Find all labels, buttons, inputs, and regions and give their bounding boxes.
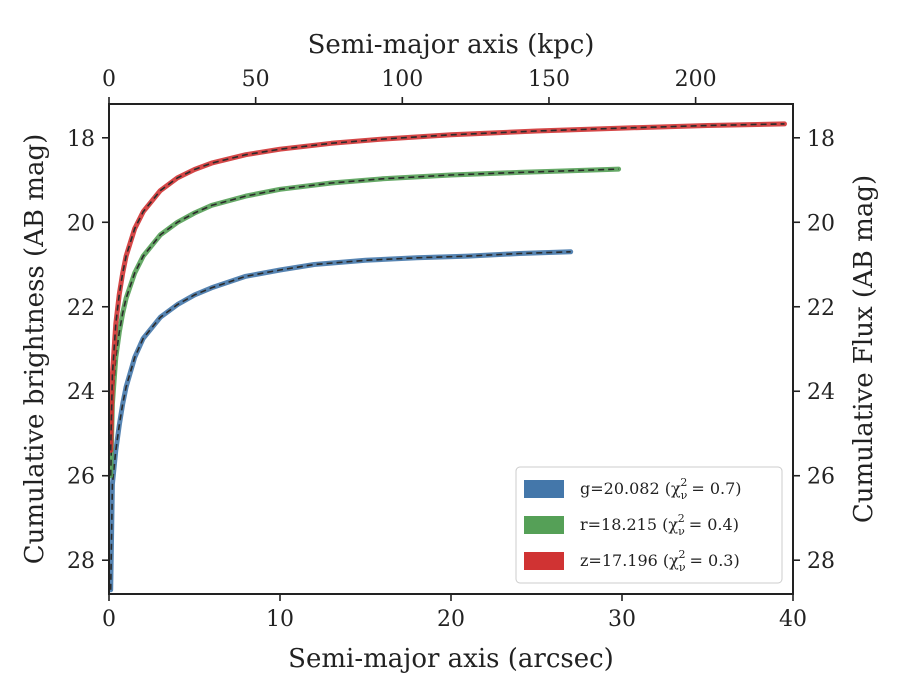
y-tick-label: 22 (67, 296, 95, 321)
legend-swatch-r (524, 516, 564, 534)
legend-box (515, 466, 783, 584)
tick-layer: 0 10 20 30 40 18 18 20 20 22 22 24 24 26 26 28 28 0 50 100 1… (67, 67, 835, 632)
x2-tick-label: 50 (242, 67, 270, 92)
legend: g=20.082 (χν2 = 0.7) r=18.215 (χν2 = 0.4) z=… (515, 466, 783, 584)
y2-axis-title: Cumulative Flux (AB mag) (849, 175, 879, 523)
y-tick-label: 24 (67, 380, 95, 405)
series-g-model-line (109, 251, 571, 590)
x2-tick-label: 200 (675, 67, 717, 92)
x2-tick-label: 150 (528, 67, 570, 92)
x2-tick-label: 0 (102, 67, 116, 92)
y2-tick-label: 20 (807, 211, 835, 236)
legend-label-r: r=18.215 (χν2 = 0.4) (580, 512, 739, 538)
y2-tick-label: 18 (807, 127, 835, 152)
x-tick-label: 10 (266, 607, 294, 632)
legend-label-g: g=20.082 (χν2 = 0.7) (580, 476, 742, 502)
y-axis-title: Cumulative brightness (AB mag) (20, 134, 50, 565)
series-z-model-line (109, 123, 785, 451)
x-tick-label: 0 (102, 607, 116, 632)
series-layer (108, 121, 787, 593)
y2-tick-label: 22 (807, 296, 835, 321)
legend-swatch-z (524, 552, 564, 570)
x2-tick-label: 100 (381, 67, 423, 92)
series-r-model-line (109, 168, 619, 476)
legend-swatch-g (524, 480, 564, 498)
x-tick-label: 20 (437, 607, 465, 632)
y-tick-label: 26 (67, 465, 95, 490)
y-tick-label: 28 (67, 549, 95, 574)
y2-tick-label: 24 (807, 380, 835, 405)
x2-axis-title: Semi-major axis (kpc) (308, 30, 595, 60)
x-tick-label: 40 (779, 607, 807, 632)
y2-tick-label: 26 (807, 465, 835, 490)
legend-label-z: z=17.196 (χν2 = 0.3) (580, 548, 740, 574)
x-tick-label: 30 (608, 607, 636, 632)
y2-tick-label: 28 (807, 549, 835, 574)
x-axis-title: Semi-major axis (arcsec) (288, 644, 614, 674)
y-tick-label: 18 (67, 127, 95, 152)
y-tick-label: 20 (67, 211, 95, 236)
